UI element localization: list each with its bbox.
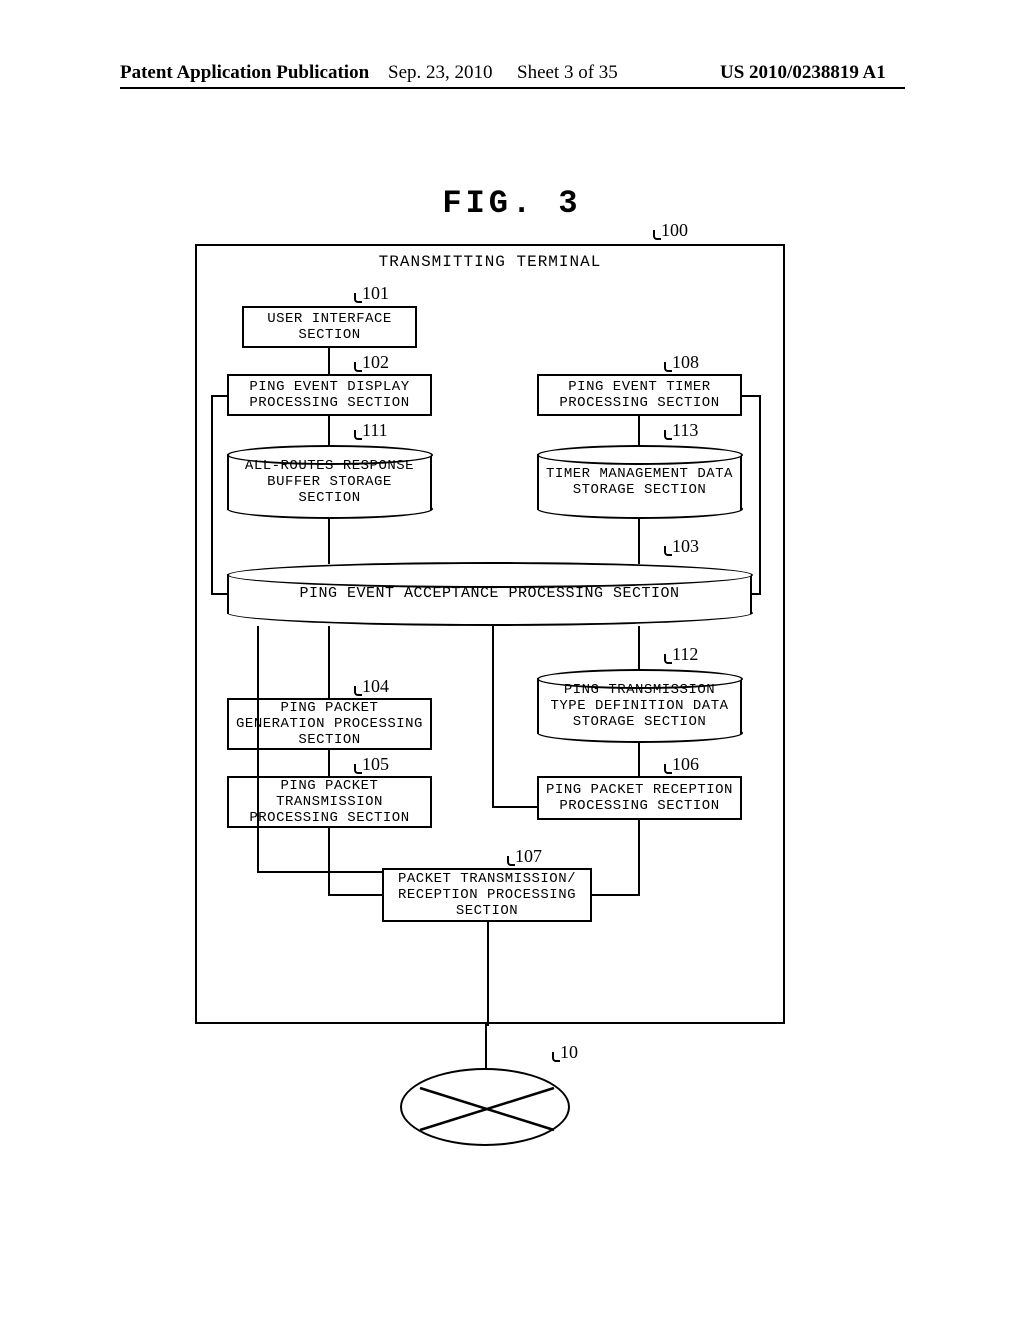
ref-100: 100 xyxy=(661,220,688,241)
line xyxy=(328,750,330,776)
line xyxy=(328,894,382,896)
ref-113-text: 113 xyxy=(672,420,698,440)
cylinder-112: PING TRANSMISSIONTYPE DEFINITION DATASTO… xyxy=(537,678,742,734)
line xyxy=(638,416,640,446)
block-101-text: USER INTERFACESECTION xyxy=(267,311,392,343)
line xyxy=(592,894,640,896)
header-right: US 2010/0238819 A1 xyxy=(720,62,886,84)
transmitting-terminal-title: TRANSMITTING TERMINAL xyxy=(197,253,783,271)
line xyxy=(328,348,330,374)
line xyxy=(485,1024,487,1070)
line xyxy=(638,743,640,776)
ref-108: 108 xyxy=(672,352,699,373)
ref-112-text: 112 xyxy=(672,644,698,664)
line xyxy=(328,626,330,698)
ref-10-text: 10 xyxy=(560,1042,578,1062)
cylinder-112-text: PING TRANSMISSIONTYPE DEFINITION DATASTO… xyxy=(546,682,732,730)
ref-111-text: 111 xyxy=(362,420,388,440)
page: Patent Application Publication Sep. 23, … xyxy=(0,0,1024,1320)
ref-105-text: 105 xyxy=(362,754,389,774)
network-cloud-icon xyxy=(400,1068,570,1146)
cylinder-111-text: ALL-ROUTES RESPONSEBUFFER STORAGESECTION xyxy=(241,458,418,506)
block-108-text: PING EVENT TIMERPROCESSING SECTION xyxy=(559,379,719,411)
ref-104-text: 104 xyxy=(362,676,389,696)
line xyxy=(638,519,640,564)
block-108: PING EVENT TIMERPROCESSING SECTION xyxy=(537,374,742,416)
line xyxy=(211,593,227,595)
figure-title: FIG. 3 xyxy=(0,185,1024,222)
ref-106-text: 106 xyxy=(672,754,699,774)
ref-10: 10 xyxy=(560,1042,578,1063)
transmitting-terminal-box: TRANSMITTING TERMINAL 101 USER INTERFACE… xyxy=(195,244,785,1024)
ref-107: 107 xyxy=(515,846,542,867)
cylinder-103-text: PING EVENT ACCEPTANCE PROCESSING SECTION xyxy=(295,585,683,602)
block-107-text: PACKET TRANSMISSION/RECEPTION PROCESSING… xyxy=(398,871,576,919)
line xyxy=(211,395,213,593)
cylinder-113: TIMER MANAGEMENT DATASTORAGE SECTION xyxy=(537,454,742,510)
header-date: Sep. 23, 2010 xyxy=(388,62,493,84)
block-104-text: PING PACKETGENERATION PROCESSINGSECTION xyxy=(236,700,423,748)
block-105-text: PING PACKETTRANSMISSIONPROCESSING SECTIO… xyxy=(249,778,409,826)
line xyxy=(328,828,330,896)
ref-101: 101 xyxy=(362,283,389,304)
ref-103: 103 xyxy=(672,536,699,557)
ref-101-text: 101 xyxy=(362,283,389,303)
ref-102-text: 102 xyxy=(362,352,389,372)
ref-113: 113 xyxy=(672,420,698,441)
line xyxy=(257,626,259,871)
cylinder-111: ALL-ROUTES RESPONSEBUFFER STORAGESECTION xyxy=(227,454,432,510)
header-rule xyxy=(120,87,905,89)
line xyxy=(211,395,227,397)
line xyxy=(752,593,761,595)
ref-107-text: 107 xyxy=(515,846,542,866)
line xyxy=(742,395,759,397)
block-106: PING PACKET RECEPTIONPROCESSING SECTION xyxy=(537,776,742,820)
header-sheet: Sheet 3 of 35 xyxy=(517,62,618,84)
header-left: Patent Application Publication xyxy=(120,62,369,84)
line xyxy=(638,626,640,670)
ref-108-text: 108 xyxy=(672,352,699,372)
line xyxy=(487,922,489,1026)
ref-103-text: 103 xyxy=(672,536,699,556)
cylinder-103: PING EVENT ACCEPTANCE PROCESSING SECTION xyxy=(227,574,752,614)
block-107: PACKET TRANSMISSION/RECEPTION PROCESSING… xyxy=(382,868,592,922)
ref-102: 102 xyxy=(362,352,389,373)
line xyxy=(328,519,330,564)
ref-106: 106 xyxy=(672,754,699,775)
ref-104: 104 xyxy=(362,676,389,697)
ref-112: 112 xyxy=(672,644,698,665)
line xyxy=(492,806,537,808)
block-101: USER INTERFACESECTION xyxy=(242,306,417,348)
ref-100-text: 100 xyxy=(661,220,688,240)
line xyxy=(328,416,330,446)
line xyxy=(759,395,761,593)
ref-105: 105 xyxy=(362,754,389,775)
cylinder-113-text: TIMER MANAGEMENT DATASTORAGE SECTION xyxy=(542,466,737,498)
ref-111: 111 xyxy=(362,420,388,441)
block-102: PING EVENT DISPLAYPROCESSING SECTION xyxy=(227,374,432,416)
line xyxy=(257,871,382,873)
block-106-text: PING PACKET RECEPTIONPROCESSING SECTION xyxy=(546,782,733,814)
line xyxy=(638,820,640,896)
line xyxy=(492,626,494,806)
block-102-text: PING EVENT DISPLAYPROCESSING SECTION xyxy=(249,379,409,411)
